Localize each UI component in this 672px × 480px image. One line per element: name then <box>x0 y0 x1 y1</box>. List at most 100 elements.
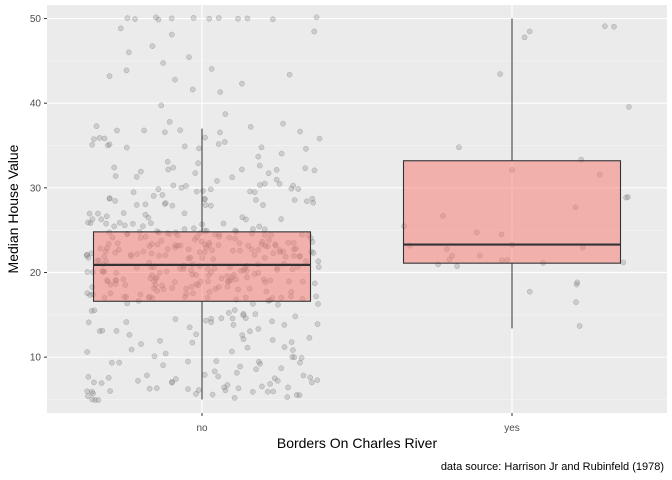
data-point <box>276 180 283 187</box>
data-point <box>243 216 249 223</box>
data-point <box>162 200 169 206</box>
data-point <box>126 332 133 338</box>
data-point <box>142 201 149 208</box>
data-point <box>274 377 281 384</box>
boxes <box>92 18 622 400</box>
data-point <box>106 73 113 79</box>
data-point <box>222 387 229 394</box>
data-point <box>190 15 197 21</box>
data-point <box>297 128 303 135</box>
data-point <box>293 392 300 398</box>
data-point <box>291 354 298 361</box>
data-point <box>235 385 242 392</box>
data-point <box>278 365 285 372</box>
data-point <box>103 220 109 227</box>
data-point <box>207 186 214 193</box>
data-point <box>255 326 262 332</box>
data-point <box>315 264 322 270</box>
data-point <box>239 332 246 338</box>
data-point <box>96 328 103 334</box>
data-point <box>311 280 318 287</box>
data-point <box>292 313 299 320</box>
data-point <box>195 160 201 167</box>
data-point <box>92 397 99 403</box>
data-point <box>202 134 208 141</box>
data-point <box>169 379 175 386</box>
data-point <box>242 315 249 321</box>
data-point <box>311 167 318 174</box>
data-point <box>258 144 265 151</box>
data-point <box>192 170 199 176</box>
data-point <box>256 358 262 365</box>
data-point <box>240 336 247 342</box>
data-point <box>84 269 91 275</box>
data-point <box>251 189 258 196</box>
data-point <box>189 86 196 93</box>
y-tick-label: 10 <box>30 353 42 364</box>
data-point <box>177 127 184 134</box>
data-point <box>86 210 93 217</box>
data-point <box>209 391 216 398</box>
data-point <box>253 197 259 203</box>
data-point <box>201 371 208 378</box>
data-point <box>215 15 222 21</box>
data-point <box>170 182 177 189</box>
data-source-caption: data source: Harrison Jr and Rubinfeld (… <box>441 461 664 473</box>
data-point <box>222 111 229 117</box>
data-point <box>133 174 140 180</box>
data-point <box>87 292 93 298</box>
data-point <box>164 158 171 165</box>
data-point <box>123 144 130 151</box>
data-point <box>289 354 296 360</box>
data-point <box>87 220 94 226</box>
data-point <box>221 384 228 391</box>
data-point <box>91 379 97 386</box>
data-point <box>189 339 196 346</box>
data-point <box>273 166 280 173</box>
data-point <box>271 375 278 382</box>
data-point <box>240 310 247 317</box>
data-point <box>193 391 199 397</box>
data-point <box>313 293 320 300</box>
data-point <box>314 377 321 384</box>
data-point <box>170 164 177 171</box>
data-point <box>313 14 320 21</box>
data-point <box>132 16 138 22</box>
data-point <box>111 164 118 171</box>
data-point <box>234 369 240 376</box>
data-point <box>185 386 191 392</box>
data-point <box>285 384 291 391</box>
data-point <box>269 337 276 343</box>
data-point <box>454 263 460 270</box>
data-point <box>284 394 291 400</box>
data-point <box>85 254 92 261</box>
data-point <box>85 319 92 326</box>
data-point <box>576 323 583 329</box>
data-point <box>112 173 119 179</box>
data-point <box>261 180 268 187</box>
data-point <box>220 220 227 227</box>
data-point <box>295 186 302 192</box>
data-point <box>90 390 96 397</box>
data-point <box>256 162 263 169</box>
data-point <box>168 31 175 38</box>
data-point <box>573 299 579 305</box>
data-point <box>267 381 273 387</box>
data-point <box>146 385 153 392</box>
data-point <box>95 210 101 217</box>
data-point <box>244 15 251 22</box>
data-point <box>191 225 197 232</box>
data-point <box>255 153 262 160</box>
data-point <box>181 210 188 217</box>
data-point <box>121 222 128 229</box>
data-point <box>173 376 179 382</box>
data-point <box>218 315 225 322</box>
data-point <box>168 15 175 22</box>
data-point <box>200 187 206 194</box>
data-point <box>497 71 503 77</box>
data-point <box>161 201 168 207</box>
data-point <box>133 202 140 208</box>
data-point <box>235 15 241 22</box>
data-point <box>240 312 247 319</box>
y-tick-label: 20 <box>30 268 42 279</box>
